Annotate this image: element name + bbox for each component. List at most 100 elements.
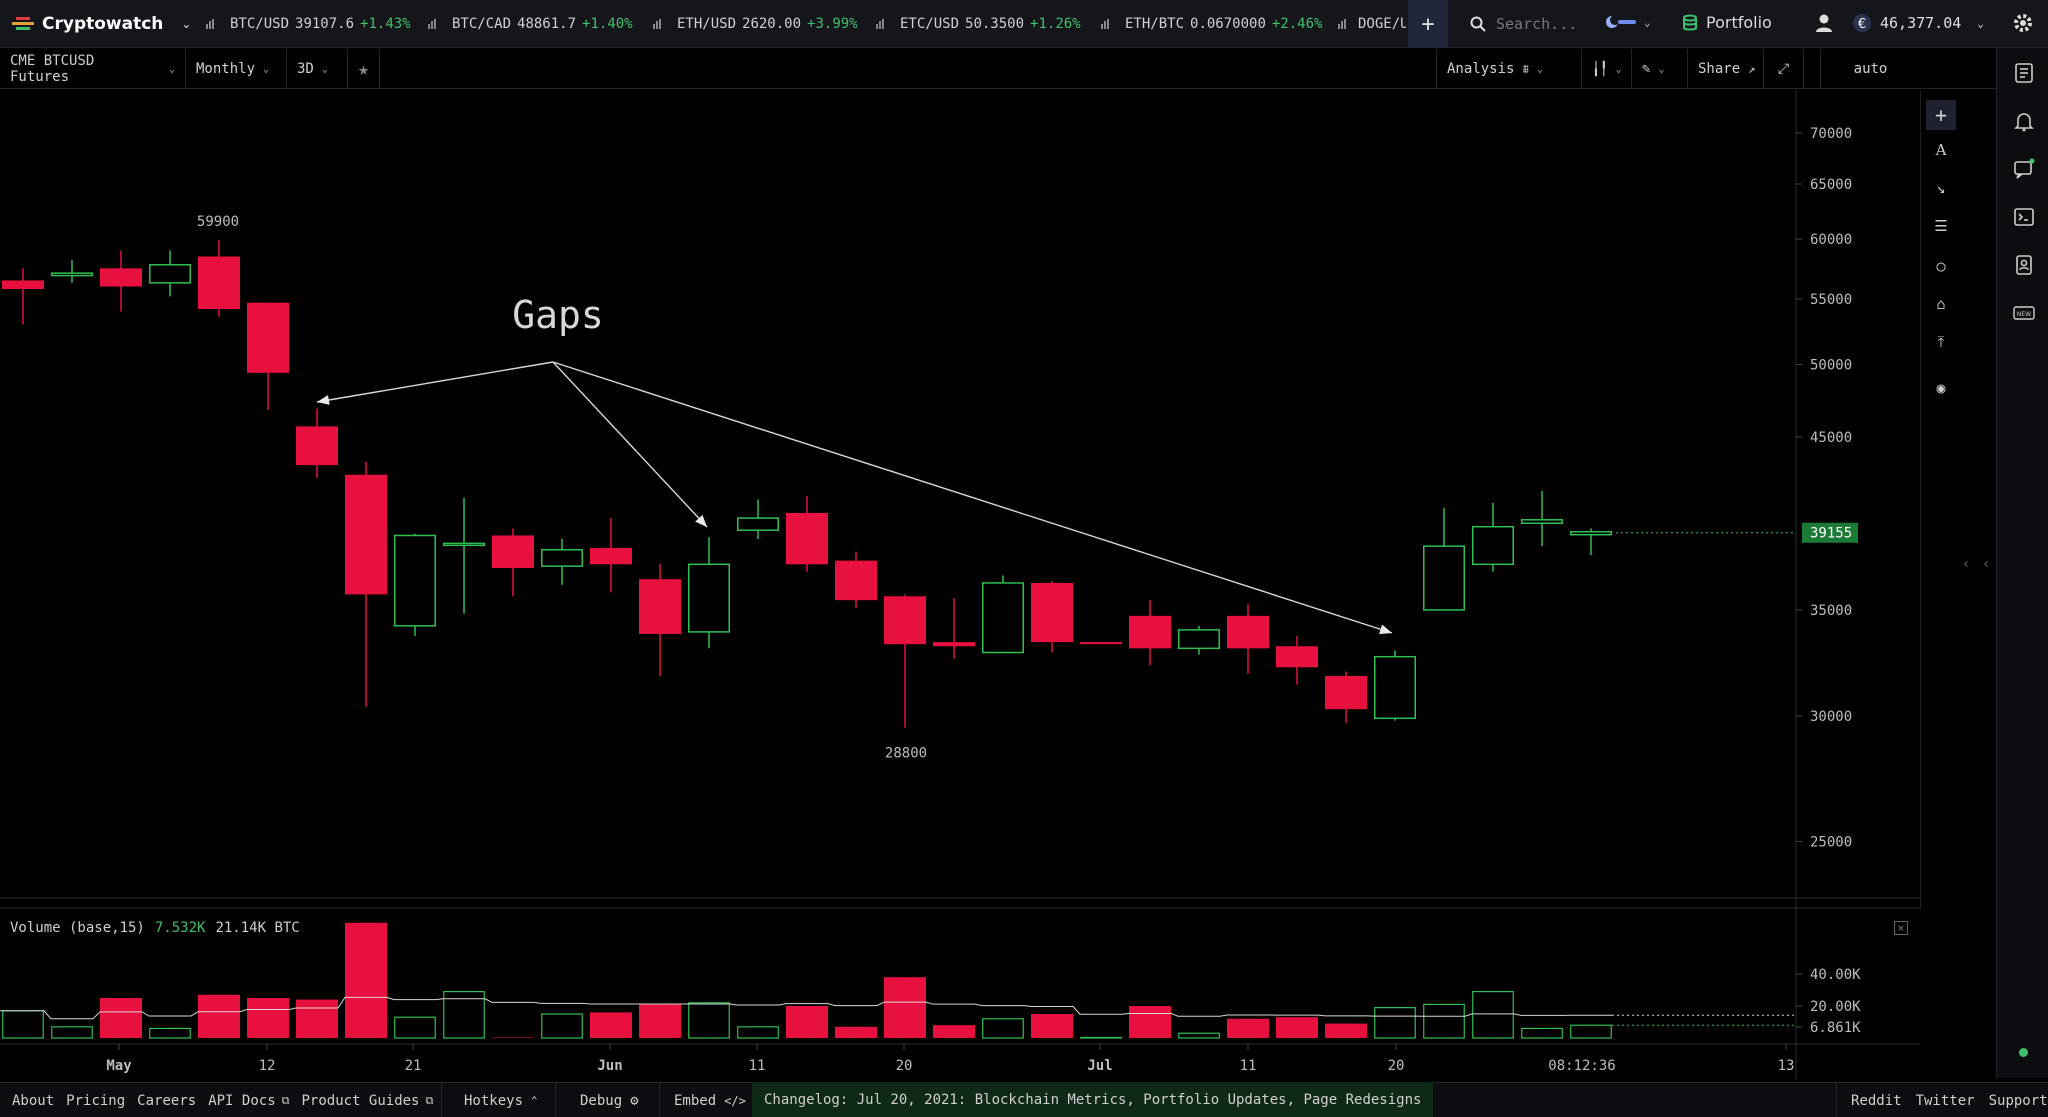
candle-body	[835, 560, 877, 601]
side-panel: NEW	[1996, 48, 2048, 1078]
fullscreen-icon[interactable]: ⤢	[1764, 49, 1804, 89]
close-icon[interactable]: ✕	[1894, 921, 1908, 935]
draw-tool-button[interactable]: ✎ ⌄	[1632, 49, 1688, 89]
shape-tool-icon[interactable]: ⌂	[1936, 295, 1946, 313]
volume-bar	[835, 1026, 877, 1038]
add-ticker-button[interactable]: +	[1408, 0, 1448, 48]
fib-lines-icon[interactable]: ☰	[1934, 217, 1948, 235]
volume-bar	[296, 999, 338, 1038]
collapse-right-icon[interactable]: ‹	[1982, 556, 1991, 572]
circle-tool-icon[interactable]: ○	[1936, 257, 1946, 275]
status-dot	[2019, 1048, 2028, 1057]
crosshair-icon[interactable]: +	[1926, 100, 1956, 130]
embed-label: Embed	[674, 1092, 717, 1109]
candle-body	[1325, 675, 1367, 710]
market-bars-icon	[1338, 19, 1346, 29]
candle-body	[541, 548, 583, 567]
volume-bar	[149, 1027, 191, 1039]
candle-body	[884, 596, 926, 645]
bell-icon[interactable]	[2013, 110, 2035, 132]
interval-selector[interactable]: 3D ⌄	[287, 49, 348, 89]
footer-link-about[interactable]: About	[12, 1092, 55, 1109]
volume-bar	[982, 1018, 1024, 1039]
user-icon[interactable]	[1814, 13, 1834, 37]
volume-bar	[2, 1010, 44, 1039]
candle-body	[1423, 545, 1465, 611]
candle	[149, 250, 191, 297]
text-tool-icon[interactable]: A	[1935, 141, 1947, 159]
search-box[interactable]: Search...	[1470, 13, 1577, 35]
chevron-down-icon: ⌄	[321, 63, 328, 75]
embed-button[interactable]: Embed </>	[660, 1083, 752, 1117]
balance-display[interactable]: € 46,377.04 ⌄	[1852, 13, 1984, 33]
footer-link-api-docs[interactable]: API Docs	[208, 1092, 276, 1109]
candle	[737, 499, 779, 540]
chat-icon[interactable]	[2013, 158, 2035, 180]
collapse-left-icon[interactable]: ‹	[1962, 556, 1971, 572]
app-name: Cryptowatch	[42, 14, 164, 34]
favorite-star-icon[interactable]: ★	[348, 49, 380, 89]
orderbook-icon[interactable]	[2013, 62, 2035, 84]
theme-toggle[interactable]: ⌄	[1604, 14, 1651, 30]
chevron-down-icon: ⌄	[1644, 15, 1651, 29]
chart-type-button[interactable]: ╽╿ ⌄	[1582, 49, 1632, 89]
volume-bar	[1472, 990, 1514, 1039]
new-badge-icon[interactable]: NEW	[2013, 302, 2035, 324]
contact-card-icon[interactable]	[2013, 254, 2035, 276]
changelog-banner[interactable]: Changelog: Jul 20, 2021: Blockchain Metr…	[752, 1082, 1434, 1117]
candle	[541, 539, 583, 585]
volume-bars-group	[0, 922, 1796, 1039]
app-logo[interactable]: Cryptowatch ⌄	[12, 12, 191, 36]
footer-link-pricing[interactable]: Pricing	[66, 1092, 126, 1109]
ticker-item[interactable]: BTC/USD 39107.6 +1.43%	[206, 16, 411, 32]
footer-link-support[interactable]: Support	[1988, 1092, 2048, 1109]
svg-text:€: €	[1858, 17, 1866, 32]
chevron-down-icon: ⌄	[1658, 63, 1665, 75]
chevron-down-icon: ⌄	[181, 17, 192, 31]
price-chart[interactable]: 70000 65000 60000 55000 50000 45000 35000 30000…	[0, 90, 1920, 1080]
candle	[590, 518, 632, 593]
volume-tick-label: 6.861K	[1810, 1020, 1861, 1036]
ticker-price: 50.3500	[965, 16, 1025, 32]
footer-link-twitter[interactable]: Twitter	[1915, 1092, 1975, 1109]
measure-tool-icon[interactable]: ⤒	[1937, 333, 1945, 351]
volume-bar	[1570, 1024, 1612, 1039]
volume-bar	[884, 977, 926, 1038]
volume-bar	[688, 1002, 730, 1039]
price-tick-label: 45000	[1810, 430, 1852, 446]
candle-body	[933, 642, 975, 647]
range-label: Monthly	[196, 61, 256, 77]
settings-gear-icon[interactable]	[2012, 12, 2034, 38]
price-tick-label: 70000	[1810, 126, 1852, 142]
price-tick-label: 25000	[1810, 834, 1852, 850]
time-tick-label: Jun	[597, 1058, 622, 1074]
price-tick-label: 60000	[1810, 232, 1852, 248]
hotkeys-button[interactable]: Hotkeys ⌃	[442, 1083, 556, 1117]
analysis-button[interactable]: Analysis ⩩ ⌄	[1436, 49, 1582, 89]
ticker-price: 48861.7	[517, 16, 577, 32]
volume-bar	[639, 1004, 681, 1038]
terminal-icon[interactable]	[2013, 206, 2035, 228]
market-selector[interactable]: CME BTCUSD Futures ⌄	[0, 49, 186, 89]
portfolio-button[interactable]: Portfolio	[1682, 13, 1772, 32]
candle-body	[247, 302, 289, 373]
ticker-pair: BTC/USD	[230, 16, 290, 32]
arrow-tool-icon[interactable]: ↘	[1936, 179, 1946, 197]
ticker-item[interactable]: ETC/USD 50.3500 +1.26%	[876, 16, 1081, 32]
footer-link-careers[interactable]: Careers	[137, 1092, 197, 1109]
ticker-item[interactable]: DOGE/U	[1338, 16, 1406, 32]
ticker-item[interactable]: ETH/USD 2620.00 +3.99%	[653, 16, 858, 32]
footer-link-reddit[interactable]: Reddit	[1851, 1092, 1902, 1109]
search-input[interactable]: Search...	[1496, 15, 1578, 33]
scale-button[interactable]: auto	[1820, 49, 1920, 89]
eye-icon[interactable]: ◉	[1936, 379, 1946, 397]
chevron-down-icon: ⌄	[168, 63, 175, 75]
range-selector[interactable]: Monthly ⌄	[186, 49, 287, 89]
ticker-item[interactable]: ETH/BTC 0.0670000 +2.46%	[1101, 16, 1322, 32]
footer-link-product-guides[interactable]: Product Guides	[301, 1092, 420, 1109]
volume-value-green: 7.532K	[154, 920, 206, 936]
time-tick-label: Jul	[1087, 1058, 1112, 1074]
debug-button[interactable]: Debug ⚙	[556, 1083, 660, 1117]
share-button[interactable]: Share ↗	[1688, 49, 1764, 89]
ticker-item[interactable]: BTC/CAD 48861.7 +1.40%	[428, 16, 633, 32]
